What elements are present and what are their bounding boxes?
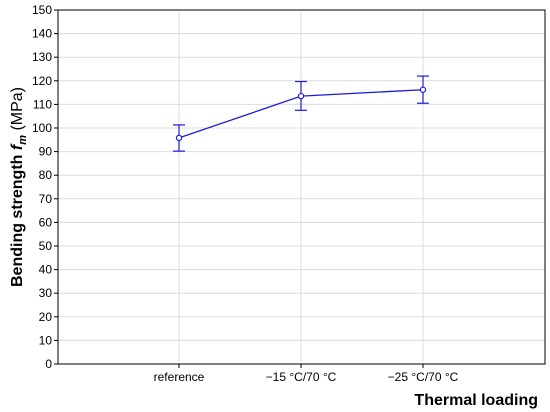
- y-tick-label: 90: [39, 145, 53, 159]
- y-tick-label: 60: [39, 215, 53, 229]
- y-tick-label: 20: [39, 310, 53, 324]
- y-tick-label: 130: [32, 50, 52, 64]
- y-axis-title-unit: (MPa): [9, 87, 26, 135]
- data-point: [297, 92, 305, 100]
- y-axis-title-prefix: Bending strength: [9, 150, 26, 287]
- y-tick-label: 30: [39, 286, 53, 300]
- x-tick-label: −15 °C/70 °C: [266, 370, 337, 384]
- data-point: [175, 134, 183, 142]
- x-axis-title: Thermal loading: [414, 392, 538, 409]
- data-point: [419, 86, 427, 93]
- y-tick-label: 10: [39, 333, 53, 347]
- x-axis-ticks: reference −15 °C/70 °C −25 °C/70 °C: [154, 364, 459, 384]
- y-axis-ticks: 0 10 20 30 40 50 60 70 80 90 100 110 120 130 140 150: [32, 3, 58, 371]
- y-tick-label: 50: [39, 239, 53, 253]
- y-tick-label: 150: [32, 3, 52, 17]
- y-tick-label: 80: [39, 168, 53, 182]
- x-tick-label: −25 °C/70 °C: [388, 370, 459, 384]
- y-tick-label: 110: [33, 97, 52, 111]
- y-axis-title: Bending strength fm (MPa): [9, 87, 29, 287]
- y-tick-label: 40: [39, 263, 53, 277]
- y-tick-label: 100: [32, 121, 52, 135]
- grid: [58, 9, 545, 365]
- y-tick-label: 0: [45, 357, 52, 371]
- y-axis-title-symbol: f: [9, 143, 26, 150]
- y-tick-label: 120: [32, 74, 52, 88]
- y-tick-label: 140: [32, 27, 52, 41]
- y-tick-label: 70: [39, 192, 53, 206]
- series-layer: [173, 75, 429, 152]
- y-axis-title-subscript: m: [17, 135, 29, 145]
- x-tick-label: reference: [154, 370, 205, 384]
